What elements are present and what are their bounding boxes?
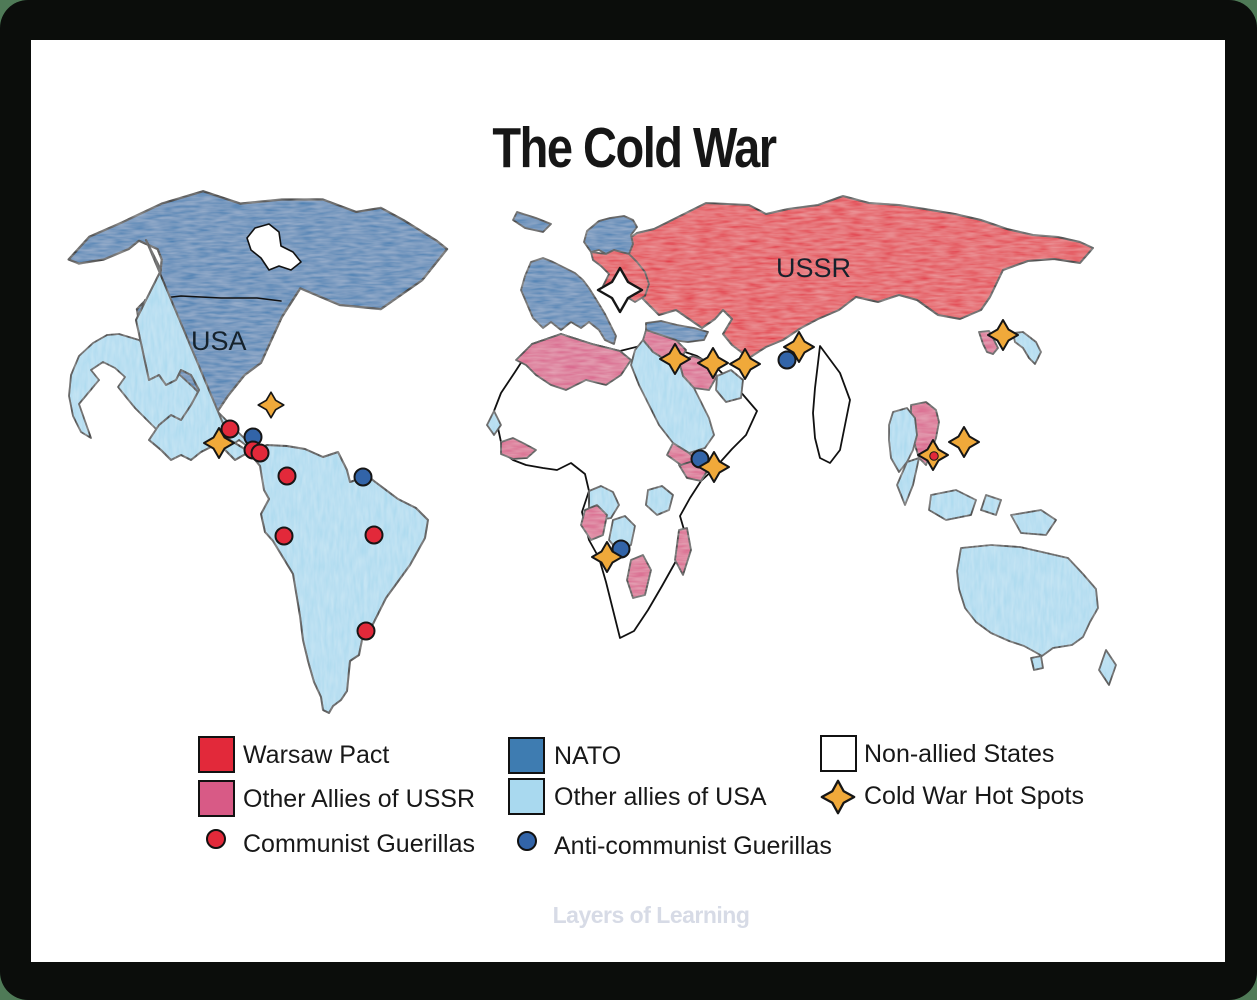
svg-text:USSR: USSR xyxy=(776,253,851,283)
svg-text:USA: USA xyxy=(191,326,247,356)
